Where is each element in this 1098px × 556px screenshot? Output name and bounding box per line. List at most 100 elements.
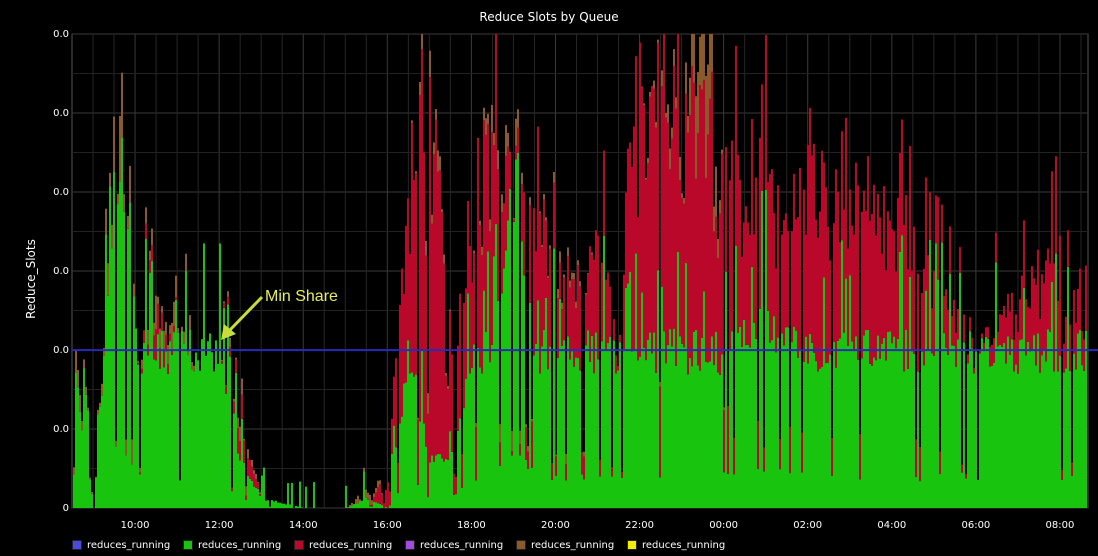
- bar-red: [1051, 171, 1053, 282]
- bar-red: [421, 49, 423, 350]
- bar-green: [85, 394, 87, 508]
- bar-green: [769, 342, 771, 508]
- bar-green: [233, 413, 235, 508]
- legend-swatch: [183, 540, 193, 550]
- legend-label: reduces_running: [420, 539, 504, 551]
- bar-green: [145, 239, 147, 508]
- bar-brown: [515, 118, 517, 146]
- bar-green: [881, 343, 883, 508]
- bar-brown: [545, 217, 547, 221]
- bar-red: [1001, 314, 1003, 347]
- bar-red: [749, 234, 751, 348]
- bar-green: [963, 342, 965, 508]
- bar-red: [891, 229, 893, 344]
- bar-green: [235, 372, 237, 508]
- bar-green: [437, 453, 439, 508]
- bar-red: [1057, 300, 1059, 372]
- bar-green: [829, 354, 831, 508]
- bar-green: [927, 349, 929, 508]
- bar-green: [865, 330, 867, 508]
- bar-green: [795, 330, 797, 508]
- bar-green: [1045, 361, 1047, 508]
- bar-green: [1029, 351, 1031, 508]
- bar-brown: [189, 315, 191, 330]
- bar-brown: [381, 493, 383, 495]
- bar-green: [365, 497, 367, 508]
- bar-red: [377, 487, 379, 504]
- bar-red: [657, 42, 659, 271]
- bar-green: [137, 364, 139, 508]
- bar-green: [895, 348, 897, 508]
- bar-red: [969, 317, 971, 332]
- bar-brown: [163, 330, 165, 350]
- legend-label: reduces_running: [198, 539, 282, 551]
- bar-green: [863, 335, 865, 508]
- bar-red: [1073, 290, 1075, 354]
- bar-red: [873, 184, 875, 358]
- bar-red: [731, 140, 733, 332]
- bar-red: [505, 155, 507, 251]
- bar-red: [367, 498, 369, 500]
- bar-brown: [233, 398, 235, 402]
- bar-green: [621, 477, 623, 508]
- bar-green: [857, 359, 859, 508]
- bar-brown: [709, 34, 711, 99]
- bar-red: [611, 466, 613, 477]
- bar-brown: [435, 108, 437, 120]
- bar-red: [805, 234, 807, 337]
- bar-green: [239, 460, 241, 508]
- bar-green: [475, 480, 477, 508]
- bar-green: [163, 367, 165, 508]
- bar-green: [1083, 370, 1085, 508]
- bar-red: [557, 298, 559, 359]
- bar-red: [159, 348, 161, 369]
- bar-green: [467, 293, 469, 508]
- bar-green: [609, 336, 611, 508]
- bar-brown: [127, 215, 129, 229]
- bar-brown: [105, 208, 107, 235]
- bar-green: [289, 504, 291, 508]
- bar-red: [393, 376, 395, 426]
- bar-brown: [375, 487, 377, 493]
- bar-red: [1085, 265, 1087, 331]
- bar-brown: [229, 337, 231, 348]
- bar-red: [565, 464, 567, 481]
- bar-red: [1017, 331, 1019, 374]
- bar-green: [929, 239, 931, 509]
- bar-green: [201, 339, 203, 508]
- bar-green: [859, 479, 861, 508]
- bar-green: [593, 373, 595, 508]
- bar-brown: [703, 34, 705, 80]
- bar-green: [987, 338, 989, 508]
- bar-red: [153, 335, 155, 360]
- bar-green: [485, 331, 487, 508]
- bar-brown: [555, 454, 557, 457]
- bar-green: [737, 332, 739, 508]
- bar-green: [183, 343, 185, 508]
- bar-brown: [693, 34, 695, 83]
- bar-green: [533, 355, 535, 508]
- bar-green: [291, 482, 293, 508]
- bar-green: [973, 373, 975, 508]
- legend-item: reduces_running: [183, 540, 294, 551]
- bar-green: [421, 349, 423, 508]
- bar-red: [765, 35, 767, 190]
- bar-green: [659, 477, 661, 508]
- min-share-annotation: Min Share: [221, 288, 338, 340]
- bar-green: [357, 503, 359, 508]
- bar-green: [715, 331, 717, 508]
- bar-green: [501, 293, 503, 508]
- bar-green: [445, 459, 447, 508]
- bar-green: [1075, 369, 1077, 508]
- bar-green: [1037, 333, 1039, 508]
- bar-brown: [527, 445, 529, 452]
- bar-red: [1061, 469, 1063, 480]
- bar-red: [687, 132, 689, 375]
- bar-brown: [671, 127, 673, 139]
- bar-green: [779, 469, 781, 508]
- bar-red: [839, 241, 841, 339]
- bar-green: [603, 235, 605, 508]
- x-tick-label: 18:00: [457, 520, 486, 531]
- bar-brown: [711, 34, 713, 72]
- bar-brown: [521, 172, 523, 185]
